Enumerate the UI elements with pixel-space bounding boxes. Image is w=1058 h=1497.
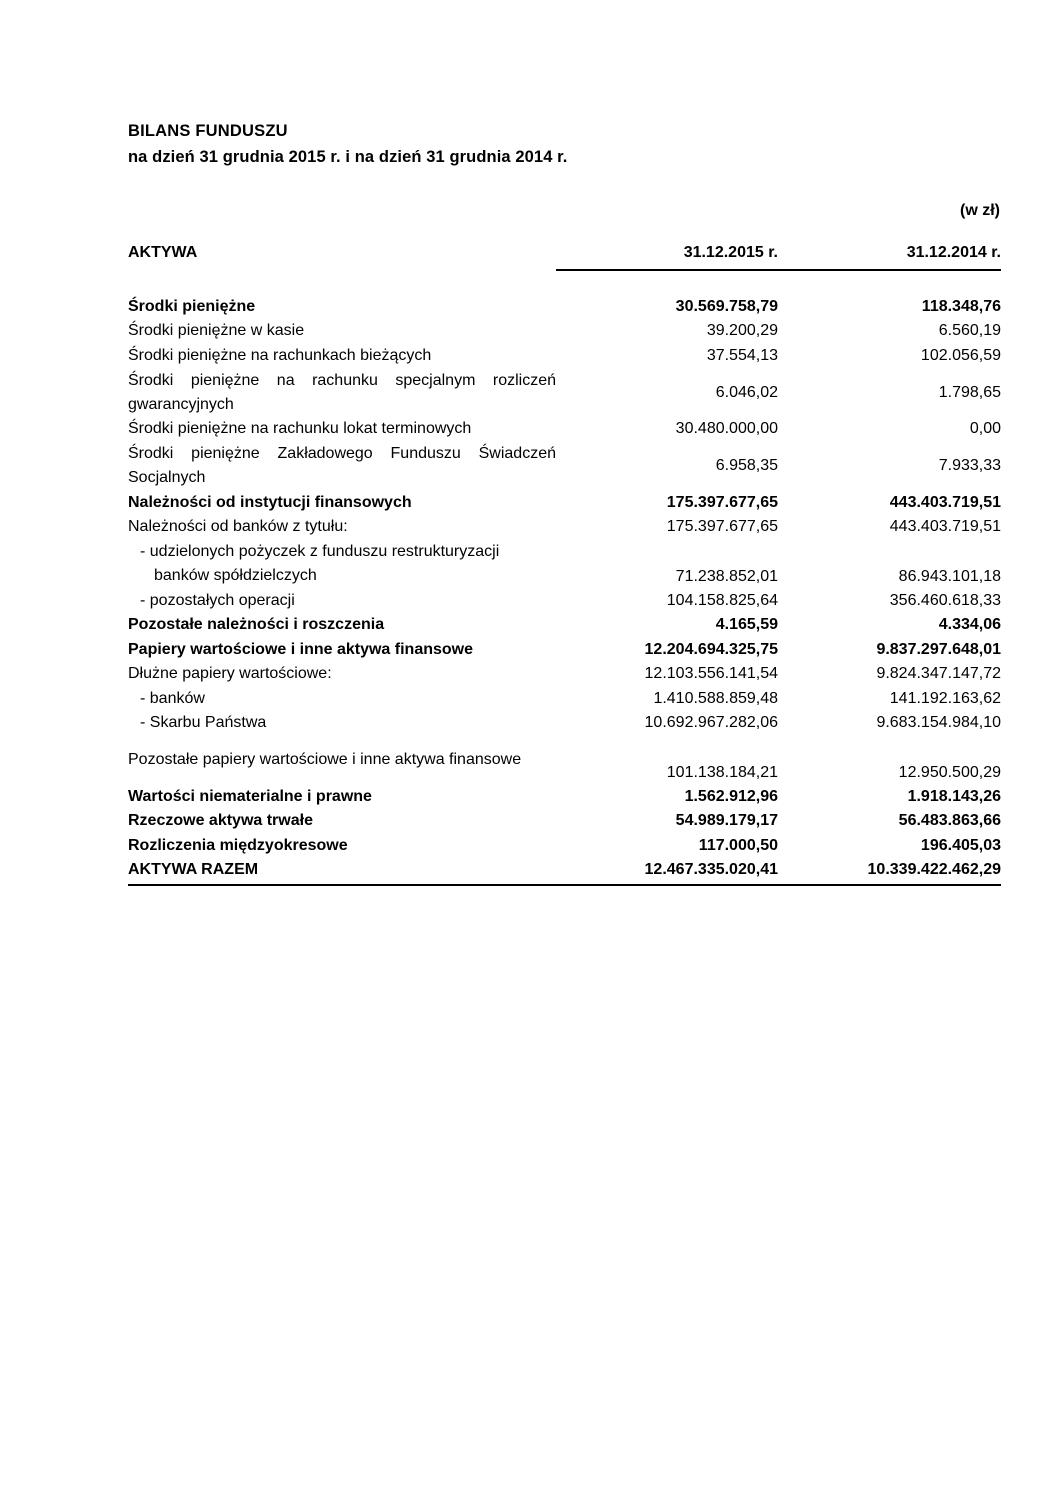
table-row-total: AKTYWA RAZEM 12.467.335.020,41 10.339.42… bbox=[128, 858, 1001, 886]
row-value-2014: 10.339.422.462,29 bbox=[778, 858, 1001, 886]
table-row: - udzielonych pożyczek z funduszu restru… bbox=[128, 540, 1001, 589]
row-value-2015: 12.204.694.325,75 bbox=[644, 640, 778, 658]
table-header-row: AKTYWA 31.12.2015 r. 31.12.2014 r. bbox=[128, 236, 1001, 271]
header-spacer bbox=[128, 270, 1001, 295]
row-value-2014: 1.918.143,26 bbox=[907, 787, 1001, 805]
row-value-2015: 175.397.677,65 bbox=[666, 518, 778, 536]
row-value-2014: 196.405,03 bbox=[920, 836, 1001, 854]
row-value-2015: 12.467.335.020,41 bbox=[556, 858, 778, 886]
row-value-2014: 0,00 bbox=[969, 420, 1001, 438]
row-value-2015: 104.158.825,64 bbox=[666, 591, 778, 609]
row-label-line1: - udzielonych pożyczek z funduszu restru… bbox=[140, 543, 500, 560]
row-label: Środki pieniężne na rachunku lokat termi… bbox=[128, 420, 472, 438]
document-subtitle: na dzień 31 grudnia 2015 r. i na dzień 3… bbox=[128, 148, 568, 166]
row-label: Papiery wartościowe i inne aktywa finans… bbox=[128, 640, 474, 658]
currency-unit-note: (w zł) bbox=[960, 202, 1000, 219]
row-value-2015: 10.692.967.282,06 bbox=[644, 714, 778, 732]
row-value-2015: 175.397.677,65 bbox=[666, 493, 778, 511]
row-label: - udzielonych pożyczek z funduszu restru… bbox=[128, 540, 556, 589]
table-body: Środki pieniężne 30.569.758,79 118.348,7… bbox=[128, 270, 1001, 886]
row-label: Rozliczenia międzyokresowe bbox=[128, 836, 348, 854]
table-row: - pozostałych operacji 104.158.825,64 35… bbox=[128, 589, 1001, 614]
balance-sheet-document: BILANS FUNDUSZU na dzień 31 grudnia 2015… bbox=[128, 118, 1001, 886]
row-value-2014: 443.403.719,51 bbox=[889, 518, 1001, 536]
table-row: Wartości niematerialne i prawne 1.562.91… bbox=[128, 785, 1001, 810]
table-row: Papiery wartościowe i inne aktywa finans… bbox=[128, 638, 1001, 663]
table-row: Należności od banków z tytułu: 175.397.6… bbox=[128, 515, 1001, 540]
table-row: Należności od instytucji finansowych 175… bbox=[128, 491, 1001, 516]
row-value-2014: 141.192.163,62 bbox=[889, 689, 1001, 707]
row-value-2014: 12.950.500,29 bbox=[898, 763, 1001, 781]
table-row: Dłużne papiery wartościowe: 12.103.556.1… bbox=[128, 662, 1001, 687]
row-value-2014: 443.403.719,51 bbox=[889, 493, 1001, 511]
row-value-2015: 117.000,50 bbox=[698, 836, 778, 854]
row-label: Środki pieniężne bbox=[128, 297, 256, 315]
assets-table: AKTYWA 31.12.2015 r. 31.12.2014 r. Środk… bbox=[128, 236, 1001, 886]
table-row: Rzeczowe aktywa trwałe 54.989.179,17 56.… bbox=[128, 809, 1001, 834]
row-label: Dłużne papiery wartościowe: bbox=[128, 665, 332, 683]
row-value-2014: 9.683.154.984,10 bbox=[876, 714, 1001, 732]
row-value-2014: 102.056,59 bbox=[920, 346, 1001, 364]
table-row: Środki pieniężne w kasie 39.200,29 6.560… bbox=[128, 319, 1001, 344]
row-value-2014: 86.943.101,18 bbox=[898, 567, 1001, 585]
document-title: BILANS FUNDUSZU bbox=[128, 122, 288, 140]
row-value-2014: 7.933,33 bbox=[938, 457, 1001, 474]
row-label: Pozostałe papiery wartościowe i inne akt… bbox=[128, 751, 522, 768]
row-value-2015: 101.138.184,21 bbox=[666, 763, 778, 781]
row-label: Środki pieniężne na rachunku specjalnym … bbox=[128, 371, 556, 413]
row-value-2014: 356.460.618,33 bbox=[889, 591, 1001, 609]
row-value-2014: 6.560,19 bbox=[938, 322, 1001, 340]
row-value-2014: 9.824.347.147,72 bbox=[876, 665, 1001, 683]
row-value-2015: 12.103.556.141,54 bbox=[644, 665, 778, 683]
table-row: Środki pieniężne 30.569.758,79 118.348,7… bbox=[128, 295, 1001, 320]
table-row: Środki pieniężne na rachunku specjalnym … bbox=[128, 368, 1001, 417]
row-value-2015: 1.410.588.859,48 bbox=[653, 689, 778, 707]
table-row: - banków 1.410.588.859,48 141.192.163,62 bbox=[128, 687, 1001, 712]
row-label: - Skarbu Państwa bbox=[140, 714, 267, 732]
row-label: Środki pieniężne na rachunkach bieżących bbox=[128, 346, 432, 364]
table-row: Środki pieniężne na rachunkach bieżących… bbox=[128, 344, 1001, 369]
title-block: BILANS FUNDUSZU na dzień 31 grudnia 2015… bbox=[128, 118, 1001, 170]
row-value-2015: 30.480.000,00 bbox=[675, 420, 778, 438]
row-value-2015: 37.554,13 bbox=[706, 346, 778, 364]
table-row: Środki pieniężne Zakładowego Funduszu Św… bbox=[128, 442, 1001, 491]
row-value-2015: 54.989.179,17 bbox=[675, 812, 778, 830]
row-value-2015: 39.200,29 bbox=[706, 322, 778, 340]
table-row: Pozostałe należności i roszczenia 4.165,… bbox=[128, 613, 1001, 638]
row-label: AKTYWA RAZEM bbox=[128, 858, 556, 886]
row-value-2015: 6.046,02 bbox=[715, 383, 778, 401]
table-row: - Skarbu Państwa 10.692.967.282,06 9.683… bbox=[128, 711, 1001, 736]
row-label: Środki pieniężne Zakładowego Funduszu Św… bbox=[128, 445, 556, 486]
table-row: Pozostałe papiery wartościowe i inne akt… bbox=[128, 736, 1001, 785]
row-label: Należności od instytucji finansowych bbox=[128, 493, 412, 511]
row-value-2014: 1.798,65 bbox=[938, 383, 1001, 401]
table-row: Rozliczenia międzyokresowe 117.000,50 19… bbox=[128, 834, 1001, 859]
column-header-2015: 31.12.2015 r. bbox=[556, 236, 778, 271]
row-label-line2: banków spółdzielczych bbox=[154, 567, 317, 584]
row-label: Środki pieniężne w kasie bbox=[128, 322, 305, 340]
row-value-2014: 56.483.863,66 bbox=[898, 812, 1001, 830]
row-label: Wartości niematerialne i prawne bbox=[128, 787, 372, 805]
row-value-2014: 9.837.297.648,01 bbox=[876, 640, 1001, 658]
column-header-2014: 31.12.2014 r. bbox=[778, 236, 1001, 271]
row-label: Rzeczowe aktywa trwałe bbox=[128, 812, 313, 830]
row-value-2015: 4.165,59 bbox=[715, 616, 778, 634]
row-value-2015: 1.562.912,96 bbox=[684, 787, 778, 805]
row-label: Pozostałe należności i roszczenia bbox=[128, 616, 385, 634]
table-row: Środki pieniężne na rachunku lokat termi… bbox=[128, 417, 1001, 442]
row-value-2015: 6.958,35 bbox=[715, 457, 778, 474]
row-label: Należności od banków z tytułu: bbox=[128, 518, 348, 536]
row-value-2014: 4.334,06 bbox=[938, 616, 1001, 634]
row-label: - pozostałych operacji bbox=[140, 591, 295, 609]
row-label: - banków bbox=[140, 689, 205, 707]
row-value-2014: 118.348,76 bbox=[921, 297, 1001, 315]
row-value-2015: 71.238.852,01 bbox=[675, 567, 778, 585]
table-header: AKTYWA 31.12.2015 r. 31.12.2014 r. bbox=[128, 236, 1001, 271]
column-header-assets: AKTYWA bbox=[128, 244, 198, 261]
row-value-2015: 30.569.758,79 bbox=[675, 297, 778, 315]
